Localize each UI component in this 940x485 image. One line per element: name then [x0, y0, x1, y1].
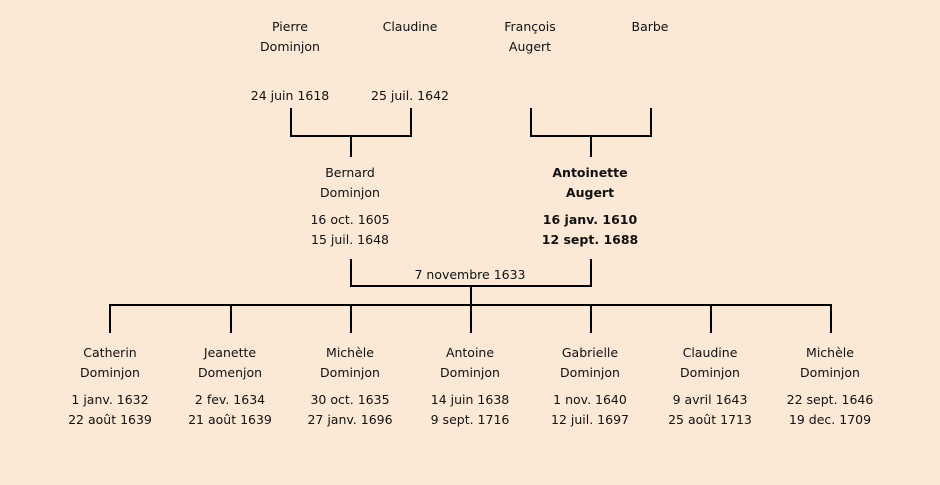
- child-death-date: 22 août 1639: [68, 412, 152, 427]
- maternal-grandparents-connector: [530, 108, 652, 157]
- grandparent-date: 24 juin 1618: [250, 88, 330, 103]
- grandparent-last-name: Augert: [508, 39, 552, 54]
- grandparent-first-name: Pierre: [272, 19, 308, 34]
- grandparent-first-name: François: [504, 19, 556, 34]
- child-birth-date: 1 nov. 1640: [553, 392, 627, 407]
- marriage-connector: [350, 259, 592, 305]
- parent-birth-date: 16 janv. 1610: [542, 212, 638, 227]
- child-death-date: 12 juil. 1697: [551, 412, 629, 427]
- child-death-date: 19 dec. 1709: [788, 412, 872, 427]
- child-first-name: Jeanette: [203, 345, 257, 360]
- grandparent-first-name: Barbe: [631, 19, 669, 34]
- parent-last-name: Dominjon: [320, 185, 380, 200]
- parent-last-name: Augert: [565, 185, 615, 200]
- grandparent-last-name: Dominjon: [260, 39, 320, 54]
- child-birth-date: 1 janv. 1632: [71, 392, 149, 407]
- parent-birth-date: 16 oct. 1605: [310, 212, 390, 227]
- child-last-name: Dominjon: [80, 365, 140, 380]
- child-death-date: 27 janv. 1696: [307, 412, 393, 427]
- marriage-date: 7 novembre 1633: [414, 267, 526, 282]
- child-death-date: 25 août 1713: [668, 412, 752, 427]
- child-last-name: Dominjon: [560, 365, 620, 380]
- parent-death-date: 12 sept. 1688: [541, 232, 639, 247]
- child-last-name: Dominjon: [320, 365, 380, 380]
- child-death-date: 9 sept. 1716: [430, 412, 510, 427]
- child-last-name: Dominjon: [680, 365, 740, 380]
- grandparent-first-name: Claudine: [382, 19, 438, 34]
- parent-first-name: Bernard: [325, 165, 375, 180]
- child-last-name: Dominjon: [800, 365, 860, 380]
- child-last-name: Domenjon: [197, 365, 263, 380]
- parent-first-name: Antoinette: [552, 165, 628, 180]
- child-first-name: Gabrielle: [561, 345, 619, 360]
- child-birth-date: 22 sept. 1646: [786, 392, 874, 407]
- child-birth-date: 14 juin 1638: [430, 392, 510, 407]
- child-first-name: Antoine: [445, 345, 495, 360]
- children-connector: [109, 304, 832, 333]
- child-death-date: 21 août 1639: [188, 412, 272, 427]
- child-last-name: Dominjon: [440, 365, 500, 380]
- child-birth-date: 30 oct. 1635: [310, 392, 390, 407]
- child-first-name: Michèle: [806, 345, 854, 360]
- child-birth-date: 9 avril 1643: [672, 392, 748, 407]
- grandparent-date: 25 juil. 1642: [371, 88, 449, 103]
- child-birth-date: 2 fev. 1634: [194, 392, 266, 407]
- child-first-name: Claudine: [682, 345, 738, 360]
- paternal-grandparents-connector: [290, 108, 412, 157]
- child-first-name: Catherin: [83, 345, 137, 360]
- parent-death-date: 15 juil. 1648: [311, 232, 389, 247]
- child-first-name: Michèle: [326, 345, 374, 360]
